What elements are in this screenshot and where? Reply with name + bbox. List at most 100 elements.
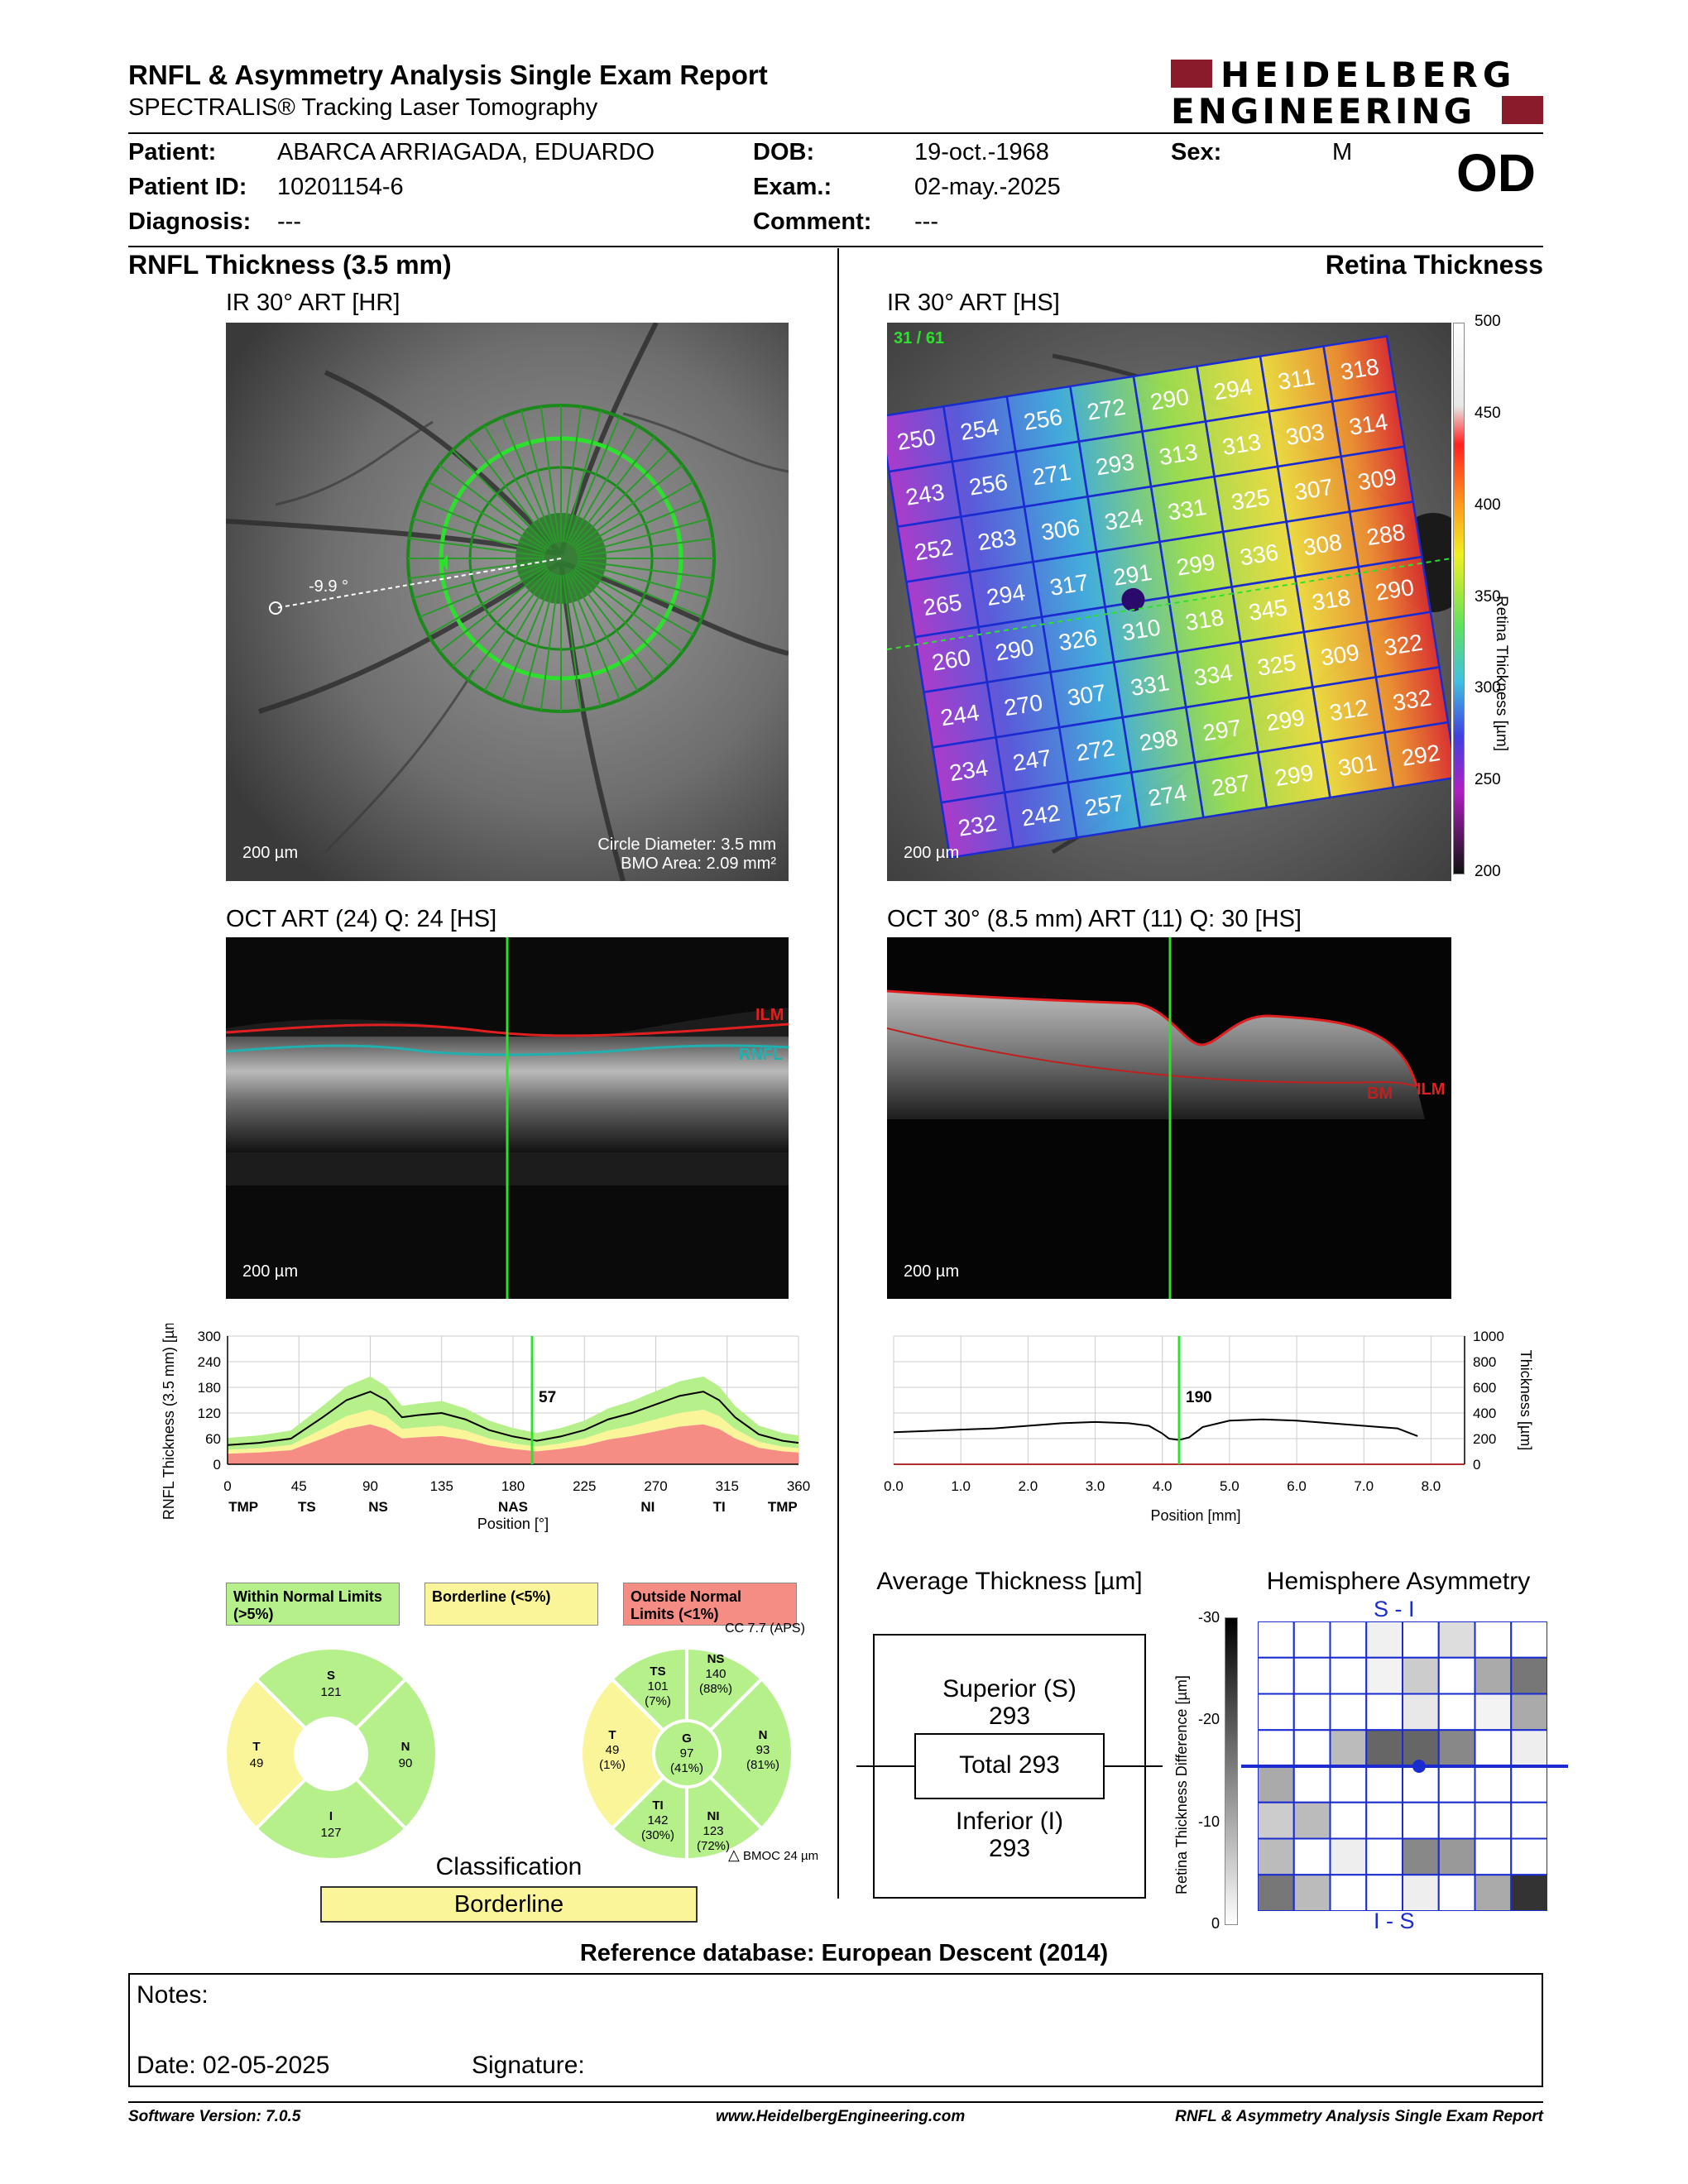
asymmetry-cell [1510,1874,1548,1912]
retina-series-line [893,1418,1418,1441]
asymmetry-cell [1257,1656,1295,1695]
sector-diagram-detail: TS 101 (7%) NS 140 (88%) T 49 (1%) G 97 … [579,1645,794,1862]
dob-label: DOB: [753,139,815,165]
colorbar-tick: 400 [1475,496,1501,514]
svg-text:(41%): (41%) [670,1761,703,1775]
asymmetry-cell [1365,1656,1403,1695]
legend-borderline: Borderline (<5%) [424,1583,598,1626]
grid-cell-value: 317 [1048,569,1091,601]
asymmetry-cell [1474,1765,1513,1803]
svg-text:N: N [401,1740,410,1754]
patient-id-label: Patient ID: [128,174,247,200]
asymmetry-cell [1292,1656,1331,1695]
svg-text:101: 101 [647,1679,668,1693]
svg-text:93: 93 [756,1743,770,1757]
date-label: Date: 02-05-2025 [137,2052,330,2079]
oct-left-scale: 200 µm [242,1262,299,1281]
svg-text:(1%): (1%) [599,1758,626,1772]
heidelberg-logo: HEIDELBERG ENGINEERING [1171,55,1547,132]
center-divider [837,248,839,1899]
asymmetry-cell [1292,1765,1331,1803]
grid-cell-value: 283 [976,524,1019,555]
grid-cell-value: 254 [958,414,1000,445]
grid-cell-value: 306 [1039,514,1081,545]
fundus-image-right: 250 254 256 272 290 294 311 318 243 256 271 293 313 3… [887,323,1451,881]
colorbar-tick: 200 [1475,863,1501,880]
footer-website[interactable]: www.HeidelbergEngineering.com [716,2108,966,2125]
x-tick-label: 360 [787,1478,810,1494]
grid-cell-value: 326 [1057,625,1099,656]
eye-label: OD [1456,143,1536,203]
classification-title: Classification [435,1853,583,1880]
asymmetry-cell [1329,1693,1368,1731]
fundus-image-left: -9.9 ° 200 µm Circle Diameter: 3.5 mm BM… [226,323,789,881]
svg-text:121: 121 [320,1685,341,1699]
asymmetry-cell [1365,1765,1403,1803]
y-tick-label: 200 [1473,1431,1496,1447]
asymmetry-cell [1437,1729,1476,1767]
sex-value: M [1332,139,1353,165]
oct-scan-left: ILM RNFL 200 µm [226,937,789,1299]
grid-cell-value: 290 [1149,384,1191,415]
ir-left-title: IR 30° ART [HR] [226,290,400,316]
grid-cell-value: 324 [1103,504,1145,535]
svg-text:I: I [329,1809,333,1823]
colorbar-tick: 250 [1475,771,1501,789]
asymmetry-cell [1329,1837,1368,1876]
asymmetry-cell [1365,1874,1403,1912]
asymmetry-cell [1257,1837,1295,1876]
inferior-label: Inferior (I) [955,1808,1064,1835]
rnfl-chart: 300 240 180 120 60 0 0 45 90 135 180 225 270 315 360 57… [157,1314,819,1555]
grid-cell-value: 307 [1292,474,1335,505]
sector-label: TS [298,1499,316,1515]
asymmetry-cell [1402,1656,1440,1695]
dob-value: 19-oct.-1968 [914,139,1049,165]
patient-name: ABARCA ARRIAGADA, EDUARDO [277,139,655,165]
colorbar-tick: 350 [1475,587,1501,606]
grid-cell-value: 311 [1276,364,1316,395]
x-tick-label: 7.0 [1354,1478,1374,1494]
svg-text:140: 140 [705,1667,726,1681]
signature-label[interactable]: Signature: [472,2052,585,2079]
circle-diameter: Circle Diameter: 3.5 mm [597,836,776,854]
diagnosis-value: --- [277,208,301,235]
grid-cell-value: 299 [1273,759,1315,791]
total-value: Total 293 [959,1751,1060,1779]
asymmetry-cell [1510,1656,1548,1695]
asymmetry-cell [1329,1729,1368,1767]
diagnosis-label: Diagnosis: [128,208,252,235]
rnfl-section-title: RNFL Thickness (3.5 mm) [128,250,452,280]
asymmetry-cell [1510,1837,1548,1876]
asymmetry-cell [1329,1656,1368,1695]
svg-text:90: 90 [399,1756,413,1770]
y-tick-label: 0 [213,1457,221,1473]
grid-cell-value: 271 [1030,459,1072,491]
asymmetry-cell [1365,1729,1403,1767]
asymmetry-cell [1402,1693,1440,1731]
grid-cell-value: 257 [1083,790,1125,821]
asymmetry-cell [1329,1874,1368,1912]
svg-text:97: 97 [680,1746,694,1760]
asymmetry-cell [1474,1621,1513,1659]
x-tick-label: 225 [573,1478,596,1494]
grid-cell-value: 301 [1336,750,1379,781]
sector-n-detail [684,1676,794,1832]
notes-box[interactable] [128,1973,1543,2087]
ir-angle-text: -9.9 ° [309,577,348,596]
marker-value: 190 [1186,1389,1212,1406]
x-tick-label: 8.0 [1422,1478,1441,1494]
grid-cell-value: 318 [1183,604,1225,635]
asymmetry-cell [1510,1621,1548,1659]
thickness-colorbar [1453,323,1465,874]
grid-cell-value: 322 [1382,630,1424,661]
superior-label: Superior (S) [942,1675,1077,1703]
comment-value: --- [914,208,938,235]
svg-text:TS: TS [650,1664,665,1679]
grid-cell-value: 325 [1255,649,1297,681]
svg-text:TI: TI [652,1798,663,1813]
oct-right-title: OCT 30° (8.5 mm) ART (11) Q: 30 [HS] [887,906,1302,932]
asymmetry-cell [1510,1801,1548,1840]
exam-value: 02-may.-2025 [914,174,1061,200]
asymmetry-cell [1474,1656,1513,1695]
asymmetry-cell [1292,1837,1331,1876]
